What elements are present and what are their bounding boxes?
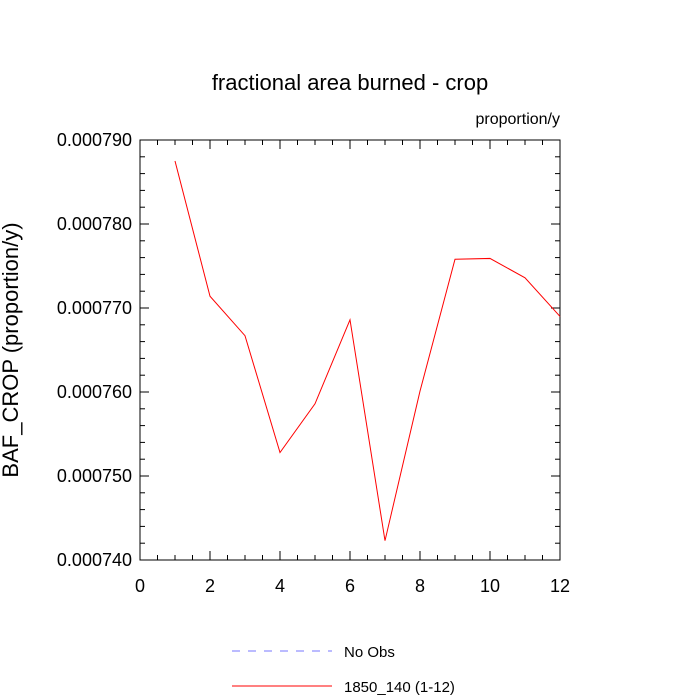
units-label: proportion/y [476, 111, 561, 128]
legend-label-1: 1850_140 (1-12) [344, 679, 455, 696]
y-tick-label: 0.000760 [57, 382, 132, 402]
legend-label-0: No Obs [344, 644, 395, 661]
legend: No Obs 1850_140 (1-12) [232, 644, 455, 696]
x-tick-label: 0 [135, 576, 145, 596]
x-tick-label: 12 [550, 576, 570, 596]
y-tick-label: 0.000790 [57, 130, 132, 150]
y-tick-label: 0.000780 [57, 214, 132, 234]
series-line-1 [174, 160, 561, 541]
y-tick-label: 0.000740 [57, 550, 132, 570]
y-tick-label: 0.000770 [57, 298, 132, 318]
y-axis-label: BAF_CROP (proportion/y) [0, 222, 23, 477]
axis-ticks [139, 139, 561, 561]
x-tick-label: 6 [345, 576, 355, 596]
chart-title: fractional area burned - crop [212, 70, 488, 95]
x-tick-label: 8 [415, 576, 425, 596]
y-tick-label: 0.000750 [57, 466, 132, 486]
series-lines [174, 160, 561, 541]
axis-tick-labels: 0 2 4 6 8 10 12 0.000740 0.000750 0.000760 0.00077… [57, 130, 570, 596]
plot-frame [139, 139, 561, 561]
x-tick-label: 2 [205, 576, 215, 596]
x-tick-label: 4 [275, 576, 285, 596]
x-tick-label: 10 [480, 576, 500, 596]
